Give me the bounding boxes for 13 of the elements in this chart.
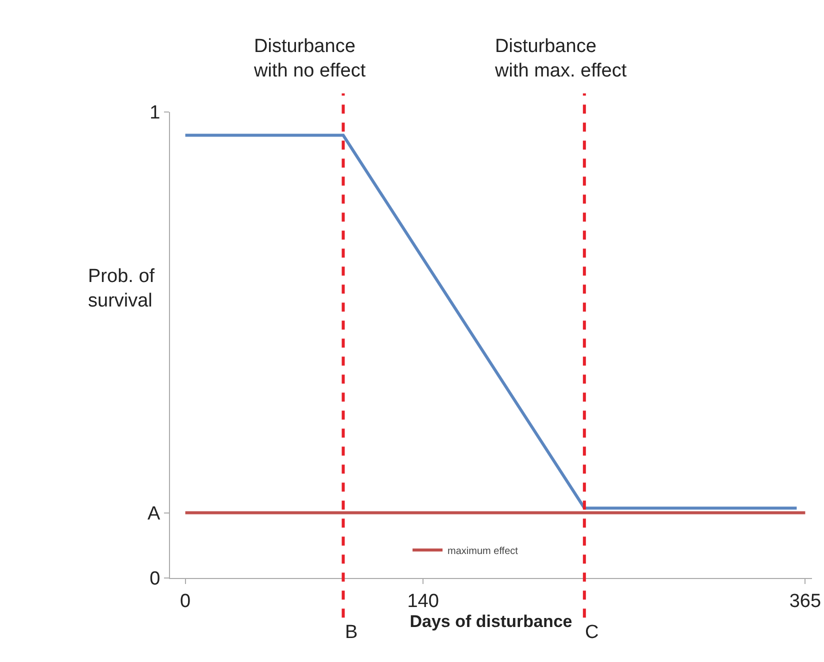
- x-axis-title: Days of disturbance: [410, 612, 572, 631]
- legend-label: maximum effect: [448, 546, 518, 557]
- y-tick-label: 0: [150, 568, 160, 590]
- annotation: B: [345, 622, 358, 643]
- x-tick-label: 0: [180, 590, 191, 612]
- y-tick-label: A: [148, 503, 161, 524]
- ref-line-label: Disturbance with no effect: [253, 36, 366, 82]
- y-tick-label: 1: [150, 102, 160, 124]
- ref-line-label: Disturbance with max. effect: [494, 36, 628, 82]
- annotation: C: [585, 622, 599, 643]
- x-tick-label: 365: [789, 590, 822, 612]
- x-tick-label: 140: [407, 590, 439, 612]
- y-axis-title: Prob. of survival: [88, 266, 156, 312]
